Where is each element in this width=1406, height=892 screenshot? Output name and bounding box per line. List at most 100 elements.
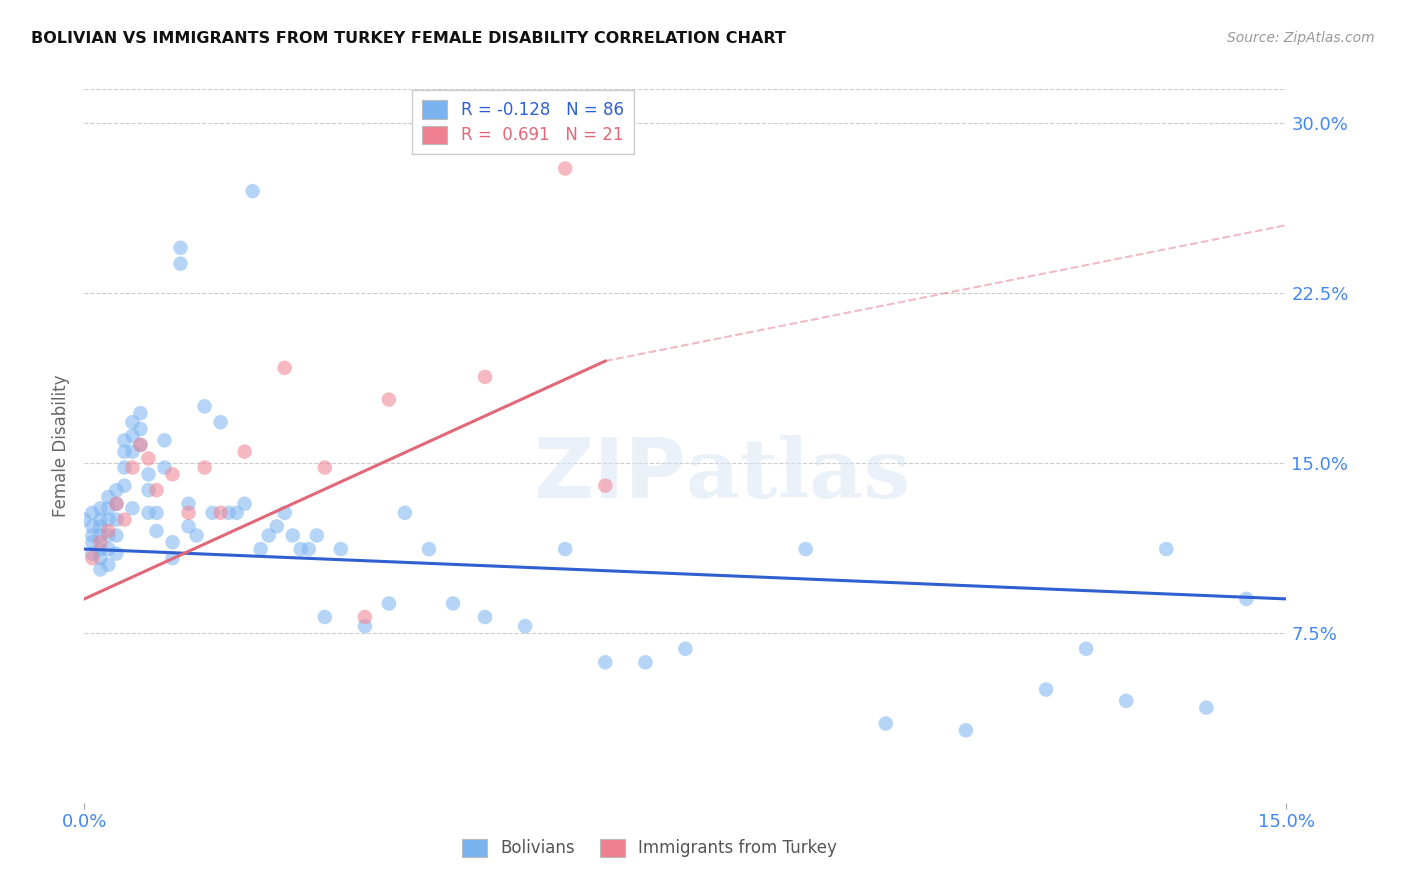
Point [114,444,135,458]
Point [194,400,217,414]
Point [1234,591,1257,606]
Point [105,497,128,511]
Point [218,506,240,520]
Point [194,460,217,475]
Point [97,558,120,572]
Point [274,360,297,375]
Point [242,184,264,198]
Point [474,370,496,384]
Point [121,501,143,516]
Point [225,506,247,520]
Point [305,528,328,542]
Point [290,542,312,557]
Point [82,528,104,542]
Point [129,422,152,436]
Text: atlas: atlas [686,434,911,515]
Point [249,542,271,557]
Point [595,478,617,492]
Point [97,528,120,542]
Point [114,460,135,475]
Point [162,467,184,482]
Point [121,460,143,475]
Point [105,513,128,527]
Point [89,519,111,533]
Point [162,551,184,566]
Point [82,547,104,561]
Point [354,610,377,624]
Point [554,542,576,557]
Point [121,415,143,429]
Point [105,547,128,561]
Point [209,506,232,520]
Point [394,506,416,520]
Text: BOLIVIAN VS IMMIGRANTS FROM TURKEY FEMALE DISABILITY CORRELATION CHART: BOLIVIAN VS IMMIGRANTS FROM TURKEY FEMAL… [31,31,786,46]
Point [474,610,496,624]
Point [138,451,160,466]
Point [177,506,200,520]
Point [97,513,120,527]
Point [554,161,576,176]
Point [418,542,440,557]
Point [1115,694,1137,708]
Point [114,513,135,527]
Point [209,415,232,429]
Point [378,392,401,407]
Point [145,506,167,520]
Point [89,542,111,557]
Point [89,551,111,566]
Point [1076,641,1098,656]
Point [595,656,617,670]
Point [97,490,120,504]
Point [114,478,135,492]
Point [794,542,817,557]
Point [329,542,352,557]
Point [89,535,111,549]
Point [177,497,200,511]
Point [955,723,977,738]
Point [354,619,377,633]
Point [298,542,321,557]
Point [129,438,152,452]
Point [186,528,208,542]
Point [266,519,288,533]
Point [89,513,111,527]
Point [145,524,167,538]
Y-axis label: Female Disability: Female Disability [52,375,70,517]
Point [257,528,280,542]
Legend: Bolivians, Immigrants from Turkey: Bolivians, Immigrants from Turkey [454,830,845,866]
Point [634,656,657,670]
Point [138,467,160,482]
Point [129,406,152,420]
Point [73,513,96,527]
Point [233,497,256,511]
Point [89,501,111,516]
Point [201,506,224,520]
Point [105,528,128,542]
Point [515,619,537,633]
Point [875,716,897,731]
Point [82,506,104,520]
Point [1195,700,1218,714]
Point [89,528,111,542]
Point [233,444,256,458]
Point [129,438,152,452]
Point [97,524,120,538]
Point [314,610,336,624]
Point [121,429,143,443]
Point [121,444,143,458]
Point [89,562,111,576]
Point [138,506,160,520]
Point [82,519,104,533]
Point [274,506,297,520]
Point [138,483,160,498]
Point [177,519,200,533]
Point [145,483,167,498]
Point [105,497,128,511]
Point [1156,542,1178,557]
Text: Source: ZipAtlas.com: Source: ZipAtlas.com [1227,31,1375,45]
Text: ZIP: ZIP [533,434,686,515]
Point [162,535,184,549]
Point [153,434,176,448]
Point [169,241,191,255]
Point [378,597,401,611]
